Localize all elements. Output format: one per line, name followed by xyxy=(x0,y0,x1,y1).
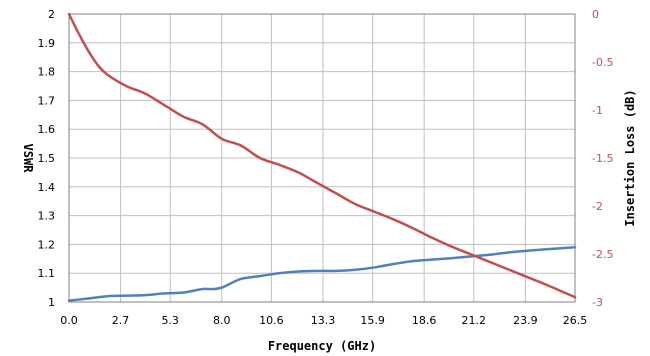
right-tick-label: -1 xyxy=(592,104,603,117)
x-tick-label: 18.6 xyxy=(412,314,437,327)
right-axis-title: Insertion Loss (dB) xyxy=(623,89,637,226)
right-tick-label: -0.5 xyxy=(592,56,613,69)
vswr-series-line xyxy=(67,246,577,302)
left-tick-label: 1.6 xyxy=(38,123,56,136)
x-axis-ticks: 0.0 2.7 5.3 8.0 10.6 13.3 15.9 18.6 21.2 23.9 26.5 xyxy=(60,314,587,327)
left-tick-label: 1.8 xyxy=(38,66,56,79)
x-tick-label: 2.7 xyxy=(112,314,130,327)
series-group xyxy=(67,12,577,302)
x-tick-label: 23.9 xyxy=(513,314,538,327)
x-tick-label: 5.3 xyxy=(161,314,179,327)
right-tick-label: -3 xyxy=(592,296,603,309)
right-axis-ticks: 0 -0.5 -1 -1.5 -2 -2.5 -3 xyxy=(592,8,613,309)
left-tick-label: 1.9 xyxy=(38,37,56,50)
left-axis-ticks: 1 1.1 1.2 1.3 1.4 1.5 1.6 1.7 1.8 1.9 2 xyxy=(38,8,56,309)
grid xyxy=(68,13,576,303)
x-tick-label: 10.6 xyxy=(259,314,284,327)
right-tick-label: 0 xyxy=(592,8,599,21)
left-tick-label: 1.5 xyxy=(38,152,56,165)
left-tick-label: 1.1 xyxy=(38,267,56,280)
right-tick-label: -2 xyxy=(592,200,603,213)
x-tick-label: 26.5 xyxy=(563,314,588,327)
x-axis-title: Frequency (GHz) xyxy=(268,339,376,353)
left-tick-label: 1 xyxy=(48,296,55,309)
left-tick-label: 1.4 xyxy=(38,181,56,194)
right-tick-label: -2.5 xyxy=(592,248,613,261)
left-tick-label: 1.7 xyxy=(38,94,56,107)
insertion-loss-series-line xyxy=(67,12,577,299)
x-tick-label: 21.2 xyxy=(462,314,487,327)
left-tick-label: 1.3 xyxy=(38,210,56,223)
left-tick-label: 2 xyxy=(48,8,55,21)
plot-area-border xyxy=(68,13,576,303)
right-tick-label: -1.5 xyxy=(592,152,613,165)
x-tick-label: 15.9 xyxy=(360,314,385,327)
left-tick-label: 1.2 xyxy=(38,238,56,251)
x-tick-label: 13.3 xyxy=(311,314,336,327)
left-axis-title: VSWR xyxy=(21,144,35,174)
x-tick-label: 0.0 xyxy=(60,314,78,327)
x-tick-label: 8.0 xyxy=(213,314,231,327)
